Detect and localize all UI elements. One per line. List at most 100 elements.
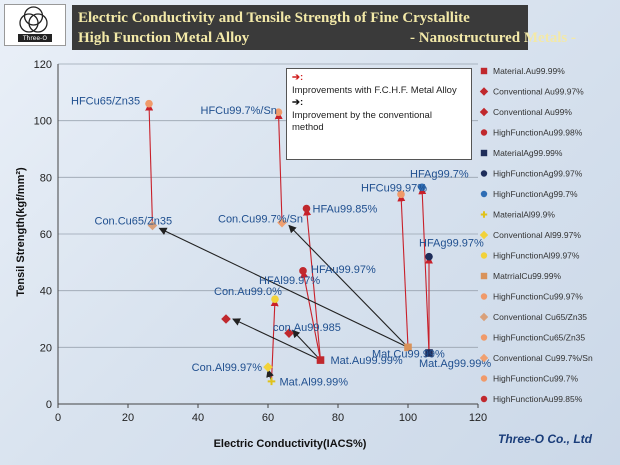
legend-entry: MaterialAl99.9% xyxy=(493,210,555,220)
point-label: con.Au99.985 xyxy=(273,322,341,334)
data-point xyxy=(271,295,279,303)
x-tick-label: 0 xyxy=(55,412,61,424)
legend-marker xyxy=(479,353,489,363)
data-point xyxy=(145,99,153,108)
legend-marker xyxy=(480,293,488,300)
data-point xyxy=(425,349,433,357)
legend-marker xyxy=(479,107,489,117)
black-arrow xyxy=(158,227,409,348)
red-arrow xyxy=(418,186,430,354)
legend-entry: HighFunctionCu99.7% xyxy=(493,374,578,384)
legend-marker xyxy=(479,312,489,322)
y-tick-label: 60 xyxy=(40,229,52,241)
red-arrow xyxy=(300,269,322,361)
legend-entry: Conventional Cu99.7%/Sn xyxy=(493,353,593,363)
red-arrow xyxy=(270,298,279,382)
legend-marker xyxy=(480,190,488,198)
data-point xyxy=(284,328,294,338)
title-line-2: High Function Metal Alloy xyxy=(78,30,250,46)
red-arrow xyxy=(145,102,154,226)
legend-marker xyxy=(480,211,488,218)
legend-marker xyxy=(479,230,489,240)
y-tick-label: 80 xyxy=(40,172,52,184)
x-tick-label: 20 xyxy=(122,412,134,424)
point-label: Mat.Ag99.99% xyxy=(419,358,491,370)
data-point xyxy=(302,204,311,213)
black-arrow xyxy=(291,329,321,361)
red-arrow-icon: ➔: xyxy=(292,72,304,83)
red-arrow-text: Improvements with F.C.H.F. Metal Alloy xyxy=(292,84,457,96)
point-labels-layer: Mat.Au99.99% Con.Au99.0% con.Au99.985 HFAu9… xyxy=(71,96,491,389)
x-tick-label: 120 xyxy=(469,412,487,424)
x-tick-label: 60 xyxy=(262,412,274,424)
arrows-layer xyxy=(145,102,433,382)
legend-entry: HighFunctionAg99.7% xyxy=(493,189,578,199)
title-line-1: Electric Conductivity and Tensile Streng… xyxy=(78,10,470,26)
point-label: Mat.Al99.99% xyxy=(280,376,349,388)
y-axis-title: Tensil Strength(kgf/mm²) xyxy=(15,167,27,297)
red-arrow xyxy=(303,207,322,361)
title-banner: Electric Conductivity and Tensile Streng… xyxy=(72,5,576,50)
point-label: HFAg99.97% xyxy=(419,238,484,250)
point-label: HFAu99.97% xyxy=(311,264,376,276)
legend-entry: MatrrialCu99.99% xyxy=(493,271,561,281)
legend-marker xyxy=(480,67,488,75)
data-point xyxy=(425,252,433,261)
black-arrow xyxy=(232,318,321,361)
points-layer xyxy=(145,99,433,386)
legend-entry: HighFunctionAg99.97% xyxy=(493,169,583,179)
point-label: Mat.Cu99.99% xyxy=(372,348,445,360)
legend-marker xyxy=(480,252,488,259)
legend-entry: HighFunctionAu99.98% xyxy=(493,128,583,138)
data-point xyxy=(263,362,273,372)
point-label: Con.Au99.0% xyxy=(214,286,282,298)
legend-entry: MaterialAg99.99% xyxy=(493,148,563,158)
legend-marker xyxy=(480,129,488,136)
data-point xyxy=(299,267,307,275)
data-point xyxy=(274,108,283,116)
legend-entry: Conventional Au99% xyxy=(493,107,572,117)
data-point xyxy=(418,183,426,192)
legend-marker xyxy=(480,149,488,157)
legend-marker xyxy=(480,395,488,403)
company-logo: Three-O xyxy=(4,4,66,46)
legend-marker xyxy=(479,87,489,96)
red-arrow xyxy=(274,111,283,223)
x-tick-label: 100 xyxy=(399,412,417,424)
axes: 0 20 40 60 80 100 120 0 20 40 60 80 100 120 xyxy=(34,59,488,424)
point-label: HFCu99.7%/Sn xyxy=(201,105,277,117)
legend: Material.Au99.99% Conventional Au99.97% Co… xyxy=(479,66,593,404)
legend-entry: Conventional Cu65/Zn35 xyxy=(493,312,587,322)
legend-marker xyxy=(480,170,488,177)
y-tick-label: 120 xyxy=(34,59,52,71)
black-arrow-text: Improvement by the conventional method xyxy=(292,109,432,134)
company-name: Three-O Co., Ltd xyxy=(498,432,592,446)
data-point xyxy=(404,343,412,352)
legend-marker xyxy=(480,272,488,280)
y-tick-label: 40 xyxy=(40,286,52,298)
legend-entry: HighFunctionAl99.97% xyxy=(493,251,580,261)
data-point xyxy=(277,217,287,228)
y-tick-label: 20 xyxy=(40,342,52,354)
legend-marker xyxy=(480,375,488,382)
y-tick-label: 0 xyxy=(46,399,52,411)
logo-text: Three-O xyxy=(22,35,48,42)
legend-entry: HighFunctionCu99.97% xyxy=(493,292,583,302)
black-arrow xyxy=(288,224,409,348)
point-label: HFAg99.7% xyxy=(410,168,469,180)
point-label: Con.Al99.97% xyxy=(192,362,263,374)
legend-entry: HighFunctionAu99.85% xyxy=(493,394,583,404)
legend-entry: Conventional Al99.97% xyxy=(493,230,581,240)
data-point xyxy=(221,314,231,324)
data-point xyxy=(397,190,405,199)
point-label: HFCu65/Zn35 xyxy=(71,96,140,108)
point-label: HFAl99.97% xyxy=(259,275,320,287)
legend-entry: HighFunctionCu65/Zn35 xyxy=(493,333,585,343)
black-arrow-icon: ➔: xyxy=(292,97,304,108)
legend-entry: Conventional Au99.97% xyxy=(493,87,584,97)
x-tick-label: 80 xyxy=(332,412,344,424)
point-label: HFCu99.97% xyxy=(361,182,427,194)
logo-rings-icon: Three-O xyxy=(18,6,52,42)
point-label: Con.Cu99.7%/Sn xyxy=(218,214,303,226)
